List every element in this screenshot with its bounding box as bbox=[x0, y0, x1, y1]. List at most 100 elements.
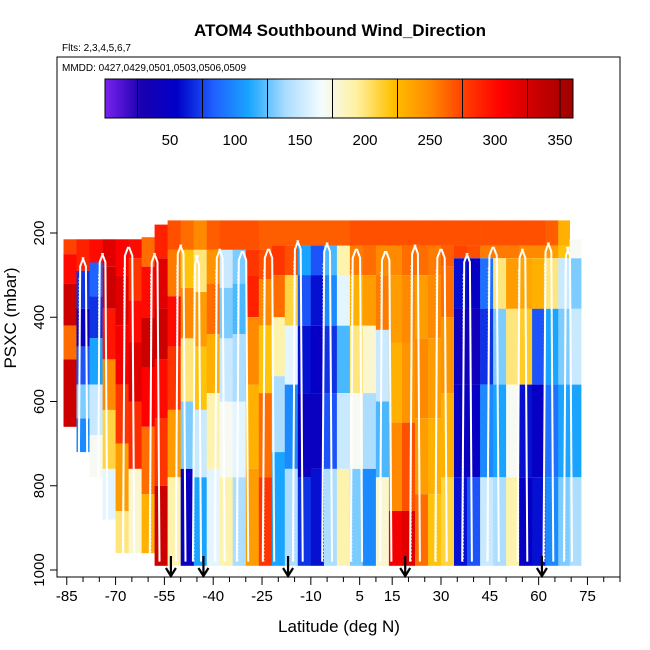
x-tick-label: 15 bbox=[384, 588, 401, 605]
heatmap-cell bbox=[310, 275, 325, 326]
heatmap-cell bbox=[102, 409, 116, 469]
heatmap-cell bbox=[271, 220, 286, 246]
profile-outline bbox=[174, 244, 187, 562]
heatmap-cell bbox=[206, 283, 221, 335]
heatmap-cell bbox=[493, 258, 507, 309]
heatmap-cell bbox=[402, 511, 416, 566]
heatmap-cell bbox=[102, 308, 116, 360]
heatmap-cell bbox=[454, 308, 468, 385]
heatmap-cell bbox=[271, 275, 286, 318]
y-tick-label: 400 bbox=[31, 305, 48, 330]
profile-outline bbox=[291, 240, 304, 562]
heatmap-cell bbox=[284, 468, 299, 566]
heatmap-cell bbox=[375, 477, 390, 566]
heatmap-cell bbox=[454, 220, 468, 246]
heatmap-cell bbox=[362, 393, 377, 469]
heatmap-cell bbox=[154, 418, 168, 486]
heatmap-cell bbox=[545, 477, 559, 566]
x-tick-label: -55 bbox=[154, 588, 176, 605]
heatmap-cell bbox=[258, 220, 273, 250]
heatmap-cell bbox=[532, 308, 546, 385]
heatmap-cell bbox=[167, 409, 181, 478]
heatmap-cell bbox=[336, 220, 351, 246]
heatmap-cell bbox=[569, 239, 582, 259]
heatmap-cell bbox=[128, 300, 142, 343]
heatmap-cell bbox=[89, 239, 103, 263]
heatmap-cell bbox=[141, 426, 155, 495]
profile-marker-arrowhead bbox=[197, 567, 210, 579]
heatmap-cell bbox=[271, 452, 286, 566]
heatmap-cell bbox=[154, 485, 168, 566]
heatmap-cell bbox=[219, 477, 234, 566]
profile-outline bbox=[235, 251, 250, 562]
heatmap-cell bbox=[480, 384, 494, 478]
heatmap-cell bbox=[519, 220, 533, 246]
heatmap-cell bbox=[154, 224, 168, 259]
profile-outline bbox=[409, 244, 421, 562]
heatmap-cell bbox=[506, 308, 520, 385]
heatmap-cell bbox=[428, 418, 442, 495]
heatmap-cell bbox=[558, 258, 570, 309]
heatmap-cell bbox=[362, 325, 377, 394]
profile-outline bbox=[516, 248, 529, 562]
heatmap-cell bbox=[89, 296, 103, 339]
x-tick-label: 45 bbox=[481, 588, 498, 605]
heatmap-cell bbox=[388, 245, 403, 276]
heatmap-cell bbox=[245, 384, 260, 469]
heatmap-cell bbox=[297, 275, 312, 326]
profile-marker-arrowhead bbox=[399, 567, 412, 579]
x-tick-label: 30 bbox=[433, 588, 450, 605]
colorbar-tick-label: 200 bbox=[352, 132, 377, 149]
heatmap-cell bbox=[569, 308, 582, 385]
x-tick-label: -40 bbox=[202, 588, 224, 605]
heatmap-cell bbox=[415, 220, 429, 246]
heatmap-cell bbox=[336, 393, 351, 469]
heatmap-cell bbox=[402, 422, 416, 512]
heatmap-cell bbox=[532, 245, 546, 259]
colorbar-gradient bbox=[104, 78, 574, 119]
heatmap-cell bbox=[493, 308, 507, 385]
heatmap-cell bbox=[569, 258, 582, 309]
heatmap-cell bbox=[89, 338, 103, 385]
heatmap-cell bbox=[180, 220, 195, 250]
heatmap-cell bbox=[558, 220, 570, 246]
heatmap-cell bbox=[310, 220, 325, 246]
heatmap-cell bbox=[349, 220, 364, 246]
heatmap-cell bbox=[89, 384, 103, 436]
heatmap-cell bbox=[284, 325, 299, 385]
heatmap-cell bbox=[467, 245, 481, 259]
x-tick-label: -25 bbox=[251, 588, 273, 605]
heatmap-cell bbox=[219, 401, 234, 478]
heatmap-cell bbox=[310, 393, 325, 469]
heatmap-cell bbox=[167, 249, 181, 297]
heatmap-cell bbox=[558, 245, 570, 259]
heatmap-cell bbox=[297, 220, 312, 246]
heatmap-cell bbox=[180, 468, 195, 566]
profile-outline bbox=[379, 251, 393, 562]
heatmap-cell bbox=[310, 468, 325, 566]
heatmap-cell bbox=[493, 384, 507, 478]
heatmap-cell bbox=[115, 384, 129, 444]
profile-outline bbox=[486, 246, 500, 562]
colorbar-tick-label: 350 bbox=[547, 132, 572, 149]
profile-outline bbox=[261, 248, 276, 562]
heatmap-cell bbox=[193, 220, 208, 250]
heatmap-cell bbox=[232, 334, 247, 402]
heatmap-cell bbox=[219, 338, 234, 402]
colorbar-tick-label: 250 bbox=[417, 132, 442, 149]
heatmap-cell bbox=[63, 239, 77, 254]
heatmap-cell bbox=[480, 308, 494, 385]
x-tick-label: 5 bbox=[355, 588, 363, 605]
heatmap-cell bbox=[545, 220, 559, 246]
heatmap-cell bbox=[493, 220, 507, 246]
boundary-layer-profiles bbox=[77, 240, 573, 562]
heatmap-cell bbox=[180, 338, 195, 402]
heatmap-cell bbox=[180, 401, 195, 469]
heatmap-cell bbox=[506, 220, 520, 246]
heatmap-cell bbox=[388, 275, 403, 343]
heatmap-cell bbox=[480, 258, 494, 309]
heatmap-cell bbox=[441, 220, 455, 246]
heatmap-cell bbox=[310, 325, 325, 394]
heatmap-cell bbox=[454, 258, 468, 309]
heatmap-cell bbox=[415, 418, 429, 495]
